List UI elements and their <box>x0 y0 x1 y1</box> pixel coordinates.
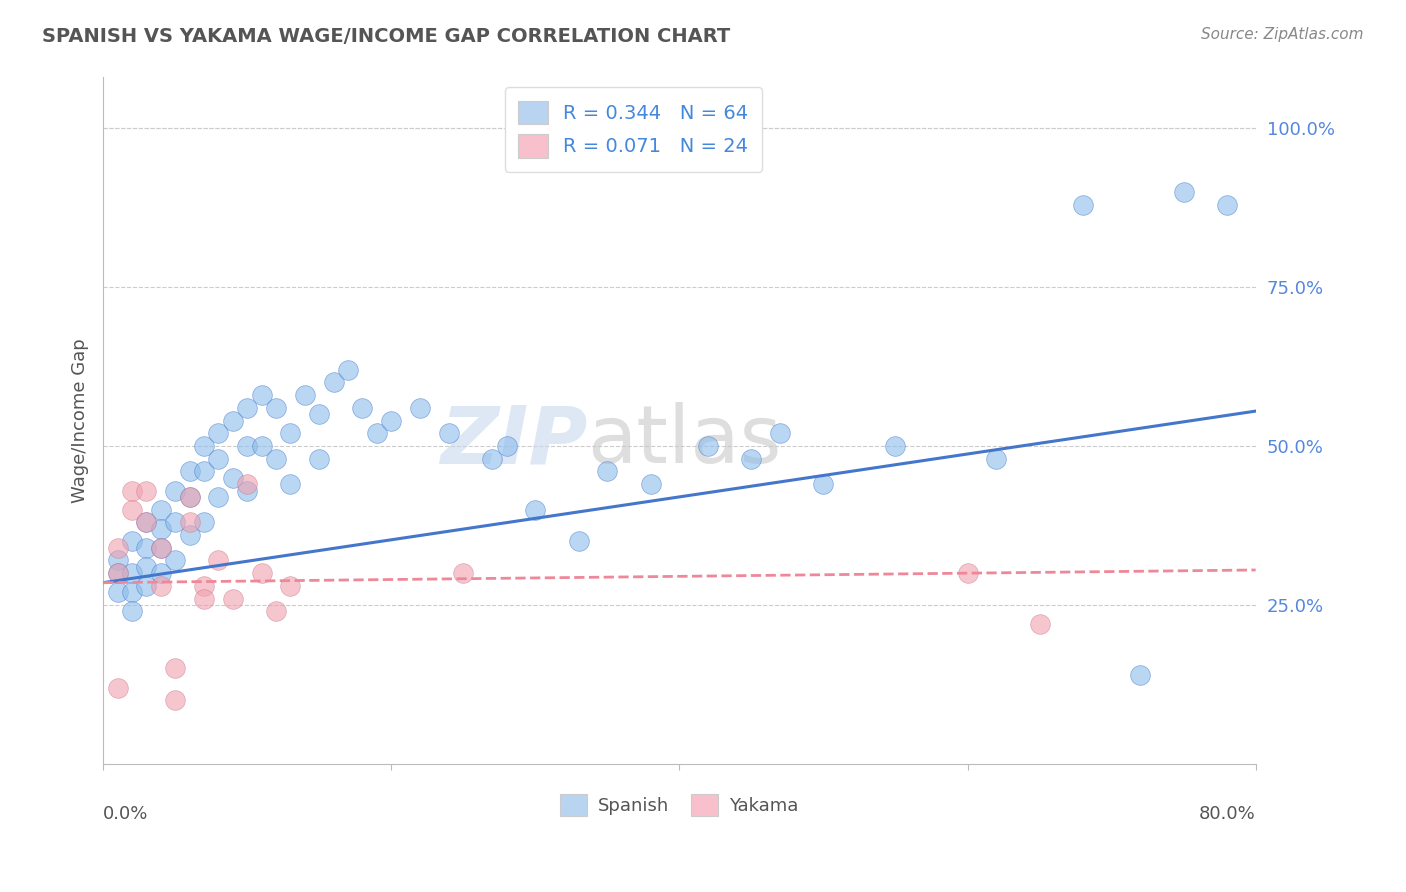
Point <box>769 426 792 441</box>
Point <box>193 516 215 530</box>
Point <box>1071 197 1094 211</box>
Point <box>207 553 229 567</box>
Point <box>956 566 979 581</box>
Point <box>165 661 187 675</box>
Point <box>337 363 360 377</box>
Point <box>250 566 273 581</box>
Point <box>986 451 1008 466</box>
Point <box>308 451 330 466</box>
Point <box>409 401 432 415</box>
Point <box>884 439 907 453</box>
Y-axis label: Wage/Income Gap: Wage/Income Gap <box>72 338 89 503</box>
Point <box>222 591 245 606</box>
Point <box>165 483 187 498</box>
Point <box>193 591 215 606</box>
Point <box>567 534 589 549</box>
Point <box>740 451 762 466</box>
Point <box>437 426 460 441</box>
Point <box>179 490 201 504</box>
Point <box>179 516 201 530</box>
Point <box>352 401 374 415</box>
Text: atlas: atlas <box>588 402 782 480</box>
Point <box>1216 197 1239 211</box>
Point <box>280 426 302 441</box>
Point <box>121 483 143 498</box>
Text: Source: ZipAtlas.com: Source: ZipAtlas.com <box>1201 27 1364 42</box>
Point <box>380 414 402 428</box>
Point <box>280 579 302 593</box>
Point <box>165 553 187 567</box>
Point <box>149 566 172 581</box>
Point <box>524 502 547 516</box>
Point <box>107 566 129 581</box>
Point <box>366 426 388 441</box>
Point <box>222 471 245 485</box>
Point <box>453 566 475 581</box>
Point <box>264 604 287 618</box>
Point <box>121 566 143 581</box>
Point <box>207 490 229 504</box>
Point <box>121 534 143 549</box>
Point <box>322 376 344 390</box>
Point <box>1028 617 1050 632</box>
Text: SPANISH VS YAKAMA WAGE/INCOME GAP CORRELATION CHART: SPANISH VS YAKAMA WAGE/INCOME GAP CORREL… <box>42 27 731 45</box>
Point <box>135 516 157 530</box>
Point <box>495 439 517 453</box>
Point <box>207 426 229 441</box>
Point <box>308 407 330 421</box>
Point <box>107 553 129 567</box>
Point <box>107 541 129 555</box>
Point <box>179 490 201 504</box>
Point <box>1173 185 1195 199</box>
Point <box>250 388 273 402</box>
Point <box>236 483 259 498</box>
Text: 0.0%: 0.0% <box>103 805 149 823</box>
Point <box>264 451 287 466</box>
Point <box>121 502 143 516</box>
Point <box>222 414 245 428</box>
Point <box>294 388 316 402</box>
Point <box>149 541 172 555</box>
Point <box>135 579 157 593</box>
Point <box>165 516 187 530</box>
Point <box>193 439 215 453</box>
Point <box>264 401 287 415</box>
Point <box>121 585 143 599</box>
Point <box>236 439 259 453</box>
Point <box>250 439 273 453</box>
Point <box>135 559 157 574</box>
Point <box>179 528 201 542</box>
Point <box>697 439 720 453</box>
Legend: Spanish, Yakama: Spanish, Yakama <box>553 787 806 823</box>
Point <box>107 566 129 581</box>
Point <box>207 451 229 466</box>
Point <box>149 541 172 555</box>
Point <box>135 541 157 555</box>
Point <box>193 579 215 593</box>
Point <box>149 502 172 516</box>
Point <box>135 516 157 530</box>
Point <box>107 585 129 599</box>
Point <box>280 477 302 491</box>
Point <box>481 451 503 466</box>
Point <box>1129 668 1152 682</box>
Point <box>236 477 259 491</box>
Point <box>149 579 172 593</box>
Point <box>596 465 619 479</box>
Point <box>640 477 662 491</box>
Point <box>107 681 129 695</box>
Point <box>165 693 187 707</box>
Point <box>813 477 835 491</box>
Point <box>135 483 157 498</box>
Point <box>236 401 259 415</box>
Point <box>179 465 201 479</box>
Text: ZIP: ZIP <box>440 402 588 480</box>
Point <box>149 522 172 536</box>
Point <box>121 604 143 618</box>
Point <box>193 465 215 479</box>
Text: 80.0%: 80.0% <box>1199 805 1256 823</box>
